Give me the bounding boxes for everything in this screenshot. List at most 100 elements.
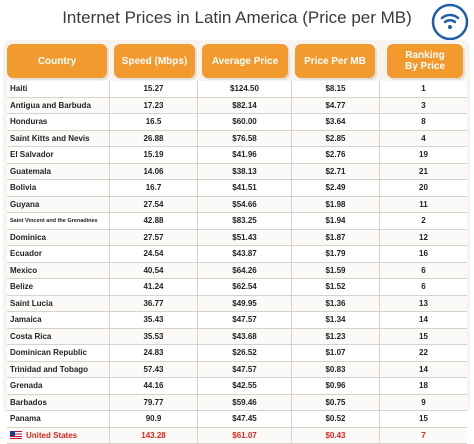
- cell-text: 90.9: [146, 414, 162, 423]
- cell-text: $1.59: [325, 266, 345, 275]
- cell-average-price: $76.58: [198, 131, 292, 147]
- cell-text: Ecuador: [10, 249, 42, 258]
- cell-price-per-mb: $1.59: [292, 263, 380, 279]
- cell-speed: 15.19: [110, 147, 198, 163]
- cell-speed: 24.54: [110, 246, 198, 262]
- cell-text: 40.54: [143, 266, 163, 275]
- cell-text: 24.83: [143, 348, 163, 357]
- cell-price-per-mb: $4.77: [292, 98, 380, 114]
- cell-text: 26.88: [143, 134, 163, 143]
- cell-country: Jamaica: [7, 312, 110, 328]
- cell-ranking: 9: [380, 395, 467, 411]
- cell-average-price: $41.51: [198, 180, 292, 196]
- cell-country: Belize: [7, 279, 110, 295]
- cell-text: 143.28: [141, 431, 165, 440]
- cell-price-per-mb: $2.85: [292, 131, 380, 147]
- cell-country: Bolivia: [7, 180, 110, 196]
- cell-average-price: $59.46: [198, 395, 292, 411]
- cell-text: 36.77: [143, 299, 163, 308]
- header-ranking: Ranking By Price: [387, 44, 463, 78]
- cell-text: 41.24: [143, 282, 163, 291]
- cell-country: Trinidad and Tobago: [7, 362, 110, 378]
- cell-average-price: $43.68: [198, 329, 292, 345]
- cell-text: $61.07: [232, 431, 256, 440]
- cell-speed: 44.16: [110, 378, 198, 394]
- cell-speed: 16.5: [110, 114, 198, 130]
- cell-text: $1.07: [325, 348, 345, 357]
- cell-ranking: 16: [380, 246, 467, 262]
- cell-ranking: 12: [380, 230, 467, 246]
- cell-speed: 35.53: [110, 329, 198, 345]
- cell-price-per-mb: $1.79: [292, 246, 380, 262]
- cell-speed: 26.88: [110, 131, 198, 147]
- cell-country: Grenada: [7, 378, 110, 394]
- cell-text: 15: [419, 332, 428, 341]
- cell-price-per-mb: $0.43: [292, 428, 380, 444]
- cell-text: $43.68: [232, 332, 256, 341]
- cell-price-per-mb: $1.34: [292, 312, 380, 328]
- us-flag-icon: [10, 431, 22, 439]
- cell-text: $1.34: [325, 315, 345, 324]
- cell-speed: 79.77: [110, 395, 198, 411]
- cell-text: $76.58: [232, 134, 256, 143]
- cell-ranking: 8: [380, 114, 467, 130]
- cell-ranking: 4: [380, 131, 467, 147]
- cell-average-price: $38.13: [198, 164, 292, 180]
- cell-text: 4: [421, 134, 425, 143]
- cell-country: United States: [7, 428, 110, 444]
- cell-average-price: $62.54: [198, 279, 292, 295]
- cell-ranking: 20: [380, 180, 467, 196]
- cell-text: $1.79: [325, 249, 345, 258]
- cell-text: $60.00: [232, 117, 256, 126]
- cell-text: $43.87: [232, 249, 256, 258]
- cell-text: United States: [26, 431, 77, 440]
- cell-text: 44.16: [143, 381, 163, 390]
- cell-ranking: 21: [380, 164, 467, 180]
- cell-text: $83.25: [232, 216, 256, 225]
- cell-text: $8.15: [325, 84, 345, 93]
- cell-speed: 40.54: [110, 263, 198, 279]
- cell-text: 19: [419, 150, 428, 159]
- header-average-price: Average Price: [202, 44, 288, 78]
- cell-text: $2.76: [325, 150, 345, 159]
- cell-text: 14.06: [143, 167, 163, 176]
- cell-text: $1.98: [325, 200, 345, 209]
- cell-price-per-mb: $2.49: [292, 180, 380, 196]
- cell-speed: 90.9: [110, 411, 198, 427]
- cell-country: Saint Lucia: [7, 296, 110, 312]
- cell-text: $49.95: [232, 299, 256, 308]
- cell-text: 35.53: [143, 332, 163, 341]
- cell-text: 42.88: [143, 216, 163, 225]
- cell-country: Saint Kitts and Nevis: [7, 131, 110, 147]
- cell-price-per-mb: $0.75: [292, 395, 380, 411]
- cell-text: Jamaica: [10, 315, 42, 324]
- cell-average-price: $49.95: [198, 296, 292, 312]
- cell-text: Haiti: [10, 84, 27, 93]
- cell-price-per-mb: $1.07: [292, 345, 380, 361]
- cell-text: 21: [419, 167, 428, 176]
- cell-text: $1.36: [325, 299, 345, 308]
- cell-text: $4.77: [325, 101, 345, 110]
- table-row: Ecuador 24.54 $43.87 $1.79 16: [7, 246, 467, 263]
- cell-price-per-mb: $2.71: [292, 164, 380, 180]
- cell-text: 16: [419, 249, 428, 258]
- cell-text: $2.49: [325, 183, 345, 192]
- cell-ranking: 15: [380, 411, 467, 427]
- cell-ranking: 19: [380, 147, 467, 163]
- cell-text: $0.43: [325, 431, 345, 440]
- cell-text: $0.75: [325, 398, 345, 407]
- cell-country: Haiti: [7, 81, 110, 97]
- cell-text: 1: [421, 84, 425, 93]
- cell-text: $47.57: [232, 365, 256, 374]
- header-ranking-label: Ranking By Price: [400, 50, 450, 72]
- cell-speed: 41.24: [110, 279, 198, 295]
